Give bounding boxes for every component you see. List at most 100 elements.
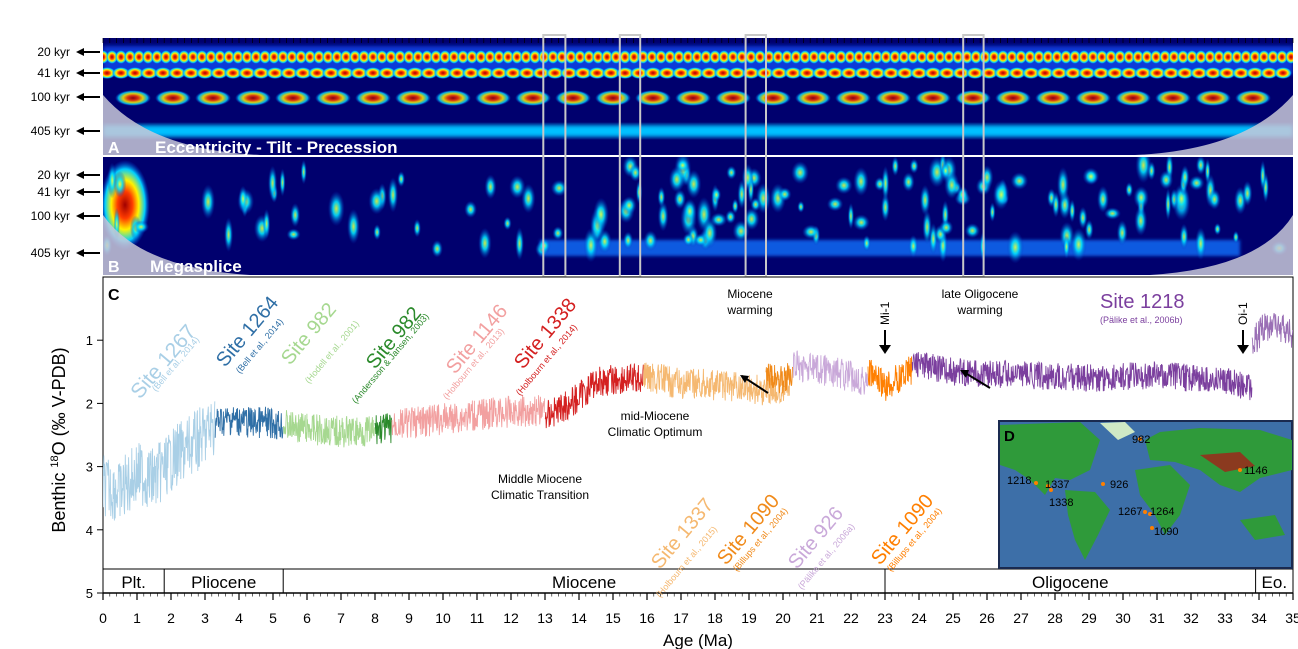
- wavelet-a-spot-20kyr: [970, 50, 982, 64]
- wavelet-b-spot: [909, 158, 919, 174]
- wavelet-a-spot-100kyr: [1075, 90, 1111, 106]
- annotation-miocene-warming: Miocene warming: [726, 287, 773, 317]
- map-marker-1267: [1143, 510, 1147, 514]
- wavelet-b-spot: [1052, 191, 1060, 218]
- x-tick-label: 19: [741, 610, 757, 626]
- wavelet-a-spot-20kyr: [691, 50, 703, 64]
- wavelet-a-spot-20kyr: [979, 50, 991, 64]
- wavelet-b-spot: [1078, 206, 1088, 230]
- wavelet-a-spot-41kyr: [294, 67, 312, 79]
- wavelet-a-spot-20kyr: [394, 50, 406, 64]
- wavelet-b-spot: [741, 163, 754, 192]
- wavelet-a-spot-20kyr: [1249, 50, 1261, 64]
- x-tick-label: 26: [979, 610, 995, 626]
- wavelet-a-spot-20kyr: [1024, 50, 1036, 64]
- band-a-405kyr: [103, 125, 1293, 137]
- arrowhead-late-oligocene-warming: [960, 370, 969, 378]
- x-tick-label: 33: [1217, 610, 1233, 626]
- x-tick-label: 5: [269, 610, 277, 626]
- wavelet-a-spot-20kyr: [511, 50, 523, 64]
- wavelet-b-spot: [668, 166, 685, 193]
- wavelet-a-spot-41kyr: [1106, 67, 1124, 79]
- wavelet-a-spot-20kyr: [1195, 50, 1207, 64]
- wavelet-a-spot-41kyr: [224, 67, 242, 79]
- wavelet-b-spot: [881, 165, 890, 202]
- series-line: [374, 413, 393, 445]
- arrowhead-miocene-warming: [740, 375, 749, 383]
- x-tick-label: 22: [843, 610, 859, 626]
- wavelet-a-spot-20kyr: [547, 50, 559, 64]
- wavelet-a-spot-41kyr: [994, 67, 1012, 79]
- wavelet-b-spot: [373, 224, 381, 241]
- wavelet-a-spot-20kyr: [952, 50, 964, 64]
- wavelet-a-spot-20kyr: [367, 50, 379, 64]
- wavelet-b-spot: [750, 197, 761, 212]
- x-tick-label: 18: [707, 610, 723, 626]
- wavelet-a-spot-20kyr: [835, 50, 847, 64]
- map-label-1338: 1338: [1049, 497, 1073, 509]
- wavelet-b-spot: [464, 200, 477, 218]
- wavelet-a-spot-20kyr: [880, 50, 892, 64]
- wavelet-a-spot-20kyr: [700, 50, 712, 64]
- map-label-1337: 1337: [1045, 479, 1069, 491]
- wavelet-a-spot-20kyr: [898, 50, 910, 64]
- wavelet-a-spot-20kyr: [187, 50, 199, 64]
- period-arrowhead: [76, 48, 84, 56]
- wavelet-a-spot-41kyr: [840, 67, 858, 79]
- wavelet-b-spot: [686, 169, 702, 199]
- wavelet-a-spot-20kyr: [592, 50, 604, 64]
- wavelet-a-spot-41kyr: [448, 67, 466, 79]
- wavelet-a-spot-20kyr: [142, 50, 154, 64]
- wavelet-b-spot: [682, 198, 697, 224]
- wavelet-a-spot-41kyr: [1162, 67, 1180, 79]
- wavelet-a-spot-20kyr: [1096, 50, 1108, 64]
- wavelet-a-spot-41kyr: [392, 67, 410, 79]
- wavelet-b-spot: [368, 187, 386, 215]
- wavelet-b-spot: [1259, 160, 1266, 192]
- series-line: [765, 363, 794, 394]
- wavelet-a-spot-20kyr: [664, 50, 676, 64]
- wavelet-b-spot: [224, 217, 234, 252]
- wavelet-b-spot: [992, 179, 1010, 210]
- wavelet-b-spot: [550, 179, 568, 197]
- wavelet-a-spot-20kyr: [313, 50, 325, 64]
- wavelet-b-spot: [1135, 157, 1152, 184]
- cone-of-influence-left-b: [103, 215, 250, 275]
- wavelet-a-spot-41kyr: [350, 67, 368, 79]
- wavelet-a-spot-100kyr: [275, 90, 311, 106]
- wavelet-a-spot-20kyr: [943, 50, 955, 64]
- wavelet-b-spot: [387, 177, 399, 213]
- x-axis: 0 1 2 3 4 5 6 7 8 9 10 11 12 13 14 15 16 17 18 19 20 21 22 23 24…: [99, 592, 1298, 626]
- wavelet-a-spot-41kyr: [952, 67, 970, 79]
- x-tick-label: 7: [337, 610, 345, 626]
- annotation-mmco: mid-Miocene Climatic Optimum: [608, 409, 703, 439]
- wavelet-a-spot-41kyr: [896, 67, 914, 79]
- wavelet-a-spot-20kyr: [322, 50, 334, 64]
- wavelet-b-spot: [1010, 172, 1029, 190]
- x-tick-label: 28: [1047, 610, 1063, 626]
- wavelet-a-spot-41kyr: [644, 67, 662, 79]
- wavelet-a-spot-41kyr: [476, 67, 494, 79]
- wavelet-a-spot-20kyr: [682, 50, 694, 64]
- wavelet-a-spot-41kyr: [154, 67, 172, 79]
- series-line: [103, 401, 216, 521]
- wavelet-a-spot-20kyr: [286, 50, 298, 64]
- epoch-label: Eo.: [1262, 573, 1288, 592]
- panel-letter-c: C: [108, 287, 120, 304]
- wavelet-b-spot: [922, 210, 932, 245]
- x-tick-label: 32: [1183, 610, 1199, 626]
- y-tick-label: 4: [86, 523, 93, 538]
- x-tick-label: 3: [201, 610, 209, 626]
- wavelet-a-spot-100kyr: [875, 90, 911, 106]
- wavelet-a-spot-41kyr: [1190, 67, 1208, 79]
- citation-site-1218: (Pälike et al., 2006b): [1100, 315, 1183, 325]
- wavelet-b-spot: [989, 202, 996, 223]
- map-label-1264: 1264: [1150, 506, 1174, 518]
- x-tick-label: 12: [503, 610, 519, 626]
- wavelet-a-spot-41kyr: [1274, 67, 1292, 79]
- wavelet-a-spot-41kyr: [1092, 67, 1110, 79]
- wavelet-a-spot-100kyr: [355, 90, 391, 106]
- wavelet-a-spot-20kyr: [1141, 50, 1153, 64]
- wavelet-b-spot: [629, 163, 642, 182]
- wavelet-b-spot: [939, 220, 954, 236]
